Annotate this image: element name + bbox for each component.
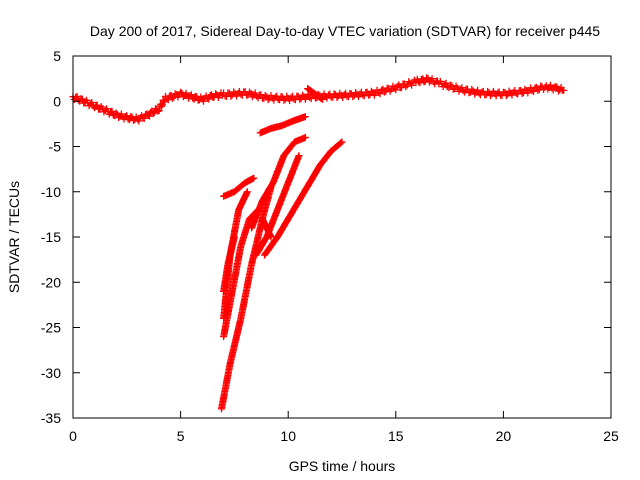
- y-tick-label: -10: [41, 184, 61, 200]
- marker-trace: [256, 113, 309, 137]
- axes: 0 5 10 15 20 25 5 0 -5 -10 -15 -20 -25 -30 -35: [41, 48, 619, 444]
- chart-title: Day 200 of 2017, Sidereal Day-to-day VTE…: [90, 23, 600, 39]
- series-track-h: [261, 138, 346, 259]
- y-tick-label: -25: [41, 320, 61, 336]
- y-tick-label: -5: [49, 139, 62, 155]
- series-track-a: [218, 183, 275, 413]
- series-track-g: [248, 133, 309, 232]
- y-axis-label: SDTVAR / TECUs: [6, 181, 22, 293]
- marker-trace: [304, 85, 327, 103]
- x-tick-label: 0: [69, 428, 77, 444]
- x-tick-label: 5: [177, 428, 185, 444]
- y-tick-label: -15: [41, 229, 61, 245]
- y-tick-label: -30: [41, 365, 61, 381]
- x-axis-label: GPS time / hours: [289, 458, 396, 474]
- x-tick-label: 10: [280, 428, 296, 444]
- marker-trace: [220, 233, 238, 295]
- y-tick-label: 0: [53, 93, 61, 109]
- y-tick-label: 5: [53, 48, 61, 64]
- series-track-i: [256, 113, 309, 137]
- series-track-b: [220, 206, 262, 341]
- marker-trace: [218, 183, 275, 413]
- marker-trace: [248, 133, 309, 232]
- series-track-j: [258, 215, 275, 241]
- x-tick-label: 25: [603, 428, 619, 444]
- x-tick-label: 15: [388, 428, 404, 444]
- marker-trace: [220, 206, 262, 341]
- marker-trace: [261, 138, 346, 259]
- series-outlier: [248, 90, 256, 98]
- marker-trace: [258, 215, 275, 241]
- series-track-k: [304, 85, 327, 103]
- series-track-d: [220, 233, 238, 295]
- marker-trace: [220, 174, 258, 200]
- marker-trace: [248, 90, 256, 98]
- data-marks: [69, 74, 568, 413]
- series-track-e: [220, 174, 258, 200]
- y-tick-label: -20: [41, 274, 61, 290]
- x-tick-label: 20: [496, 428, 512, 444]
- y-tick-label: -35: [41, 410, 61, 426]
